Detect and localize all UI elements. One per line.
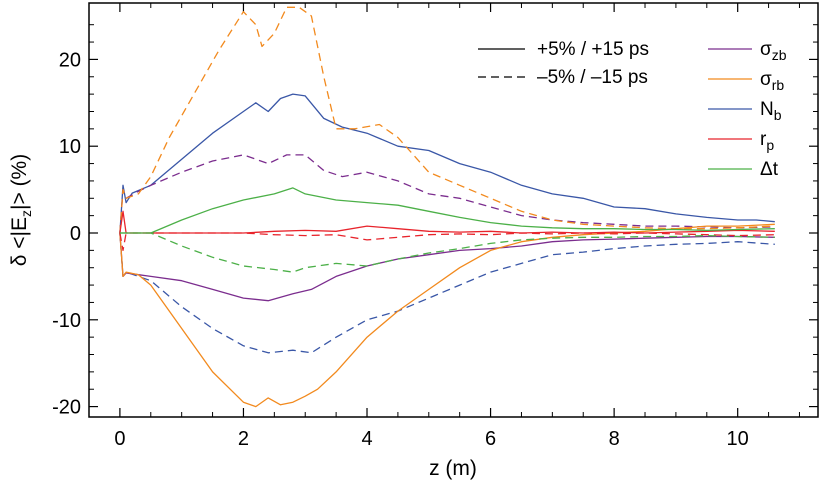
- series-line: [119, 6, 775, 234]
- axis-ticks: 0 2 4 6 8 10 -20 -10 0 10 20: [52, 3, 818, 450]
- y-tick-label: 10: [59, 136, 81, 158]
- legend: +5% / +15 ps –5% / –15 ps σzb σrb Nb rp Δt: [478, 39, 787, 180]
- series-line: [119, 93, 775, 234]
- series-layer: [119, 6, 775, 408]
- legend-series-label: σrb: [760, 69, 784, 93]
- x-tick-label: 0: [114, 428, 125, 450]
- x-tick-label: 10: [727, 428, 749, 450]
- series-line: [119, 232, 775, 252]
- legend-series-label: Nb: [760, 99, 782, 123]
- x-tick-label: 2: [238, 428, 249, 450]
- y-tick-label: -10: [52, 310, 81, 332]
- series-line: [119, 187, 775, 234]
- series-line: [119, 232, 775, 302]
- series-line: [119, 232, 775, 354]
- x-tick-label: 8: [609, 428, 620, 450]
- legend-series-label: Δt: [760, 159, 779, 180]
- y-tick-label: 0: [70, 223, 81, 245]
- x-tick-label: 6: [485, 428, 496, 450]
- y-tick-label: -20: [52, 397, 81, 419]
- y-tick-label: 20: [59, 49, 81, 71]
- x-tick-label: 4: [361, 428, 372, 450]
- y-axis-label: δ <|Ez|> (%): [8, 154, 34, 266]
- series-line: [119, 232, 775, 273]
- plot-frame: [88, 2, 819, 418]
- legend-series-label: σzb: [760, 39, 787, 63]
- legend-series-label: rp: [760, 129, 774, 153]
- legend-style-label: –5% / –15 ps: [537, 67, 648, 88]
- series-line: [119, 154, 775, 234]
- x-axis-label: z (m): [429, 457, 477, 480]
- legend-style-label: +5% / +15 ps: [537, 39, 649, 60]
